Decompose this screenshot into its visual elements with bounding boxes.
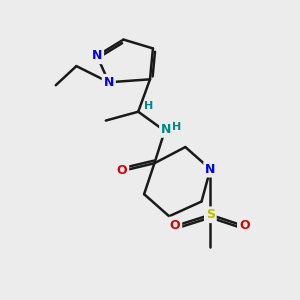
Text: S: S [206,208,215,221]
Text: N: N [161,123,171,136]
Text: H: H [172,122,182,132]
Text: N: N [92,49,102,62]
Text: N: N [103,76,114,89]
Text: H: H [144,101,153,111]
Text: O: O [170,219,180,232]
Text: O: O [117,164,127,177]
Text: O: O [239,219,250,232]
Text: N: N [205,163,215,176]
